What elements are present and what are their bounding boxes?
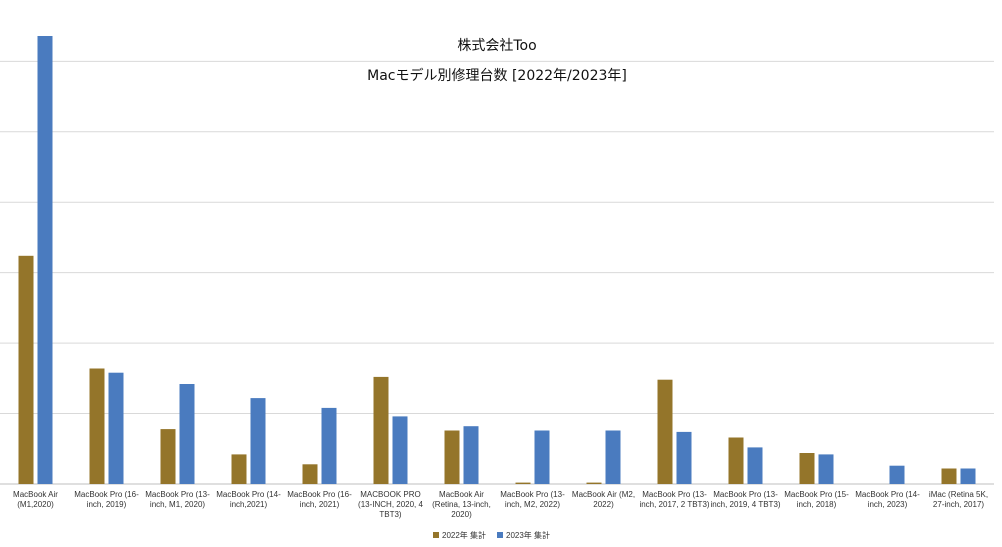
legend-label-2022: 2022年 集計 — [442, 530, 486, 540]
bar-2022 — [657, 379, 673, 484]
x-tick-label: MacBook Pro (16-inch, 2019) — [74, 490, 139, 509]
bar-2023 — [605, 430, 621, 484]
bar-2023 — [179, 384, 195, 484]
bar-2023 — [108, 372, 124, 484]
bar-2022 — [231, 454, 247, 484]
legend: 2022年 集計 2023年 集計 — [433, 530, 550, 540]
legend-swatch-2022 — [433, 532, 439, 538]
bar-2023 — [747, 447, 763, 484]
x-tick-label: MacBook Air (M2, 2022) — [572, 490, 635, 509]
legend-swatch-2023 — [497, 532, 503, 538]
x-tick-label: MacBook Pro (16-inch, 2021) — [287, 490, 352, 509]
x-tick-label: MacBook Pro (15-inch, 2018) — [784, 490, 849, 509]
bar-2023 — [321, 407, 337, 484]
chart-subtitle: Macモデル別修理台数 [2022年/2023年] — [367, 67, 627, 84]
bar-2022 — [586, 482, 602, 484]
bar-2022 — [302, 464, 318, 484]
x-tick-label: MacBook Pro (13-inch, M2, 2022) — [500, 490, 565, 509]
chart-title: 株式会社Too — [457, 38, 536, 54]
bar-2023 — [960, 468, 976, 484]
bar-2022 — [941, 468, 957, 484]
x-tick-label: MacBook Pro (13-inch, M1, 2020) — [145, 490, 210, 509]
bar-2022 — [799, 453, 815, 484]
x-tick-label: MACBOOK PRO (13-INCH, 2020, 4 TBT3) — [358, 490, 423, 519]
bar-2023 — [818, 454, 834, 484]
x-tick-label: MacBook Pro (14-inch,2021) — [216, 490, 281, 509]
bar-2022 — [444, 430, 460, 484]
x-tick-labels: MacBook Air (M1,2020) MacBook Pro (16-inch… — [13, 490, 988, 519]
bar-2023 — [463, 426, 479, 484]
x-tick-label: iMac (Retina 5K, 27-inch, 2017) — [929, 490, 988, 509]
bar-2022 — [18, 255, 34, 484]
bar-2023 — [37, 36, 53, 484]
bar-2022 — [373, 376, 389, 484]
bar-2023 — [392, 416, 408, 484]
x-tick-label: MacBook Pro (14-inch, 2023) — [855, 490, 920, 509]
bar-2023 — [534, 430, 550, 484]
bar-2022 — [89, 368, 105, 484]
x-tick-label: MacBook Pro (13-inch, 2017, 2 TBT3) — [639, 490, 709, 509]
bar-2023 — [889, 465, 905, 484]
x-tick-label: MacBook Air (Retina, 13-inch, 2020) — [432, 490, 491, 519]
bar-2022 — [515, 482, 531, 484]
bar-2022 — [160, 429, 176, 484]
bar-2022 — [728, 437, 744, 484]
x-tick-label: MacBook Air (M1,2020) — [13, 490, 58, 509]
x-tick-label: MacBook Pro (13-inch, 2019, 4 TBT3) — [710, 490, 780, 509]
legend-label-2023: 2023年 集計 — [506, 530, 550, 540]
bar-2023 — [676, 431, 692, 484]
gridlines — [0, 60, 994, 485]
bar-2023 — [250, 398, 266, 484]
bars — [18, 36, 976, 484]
